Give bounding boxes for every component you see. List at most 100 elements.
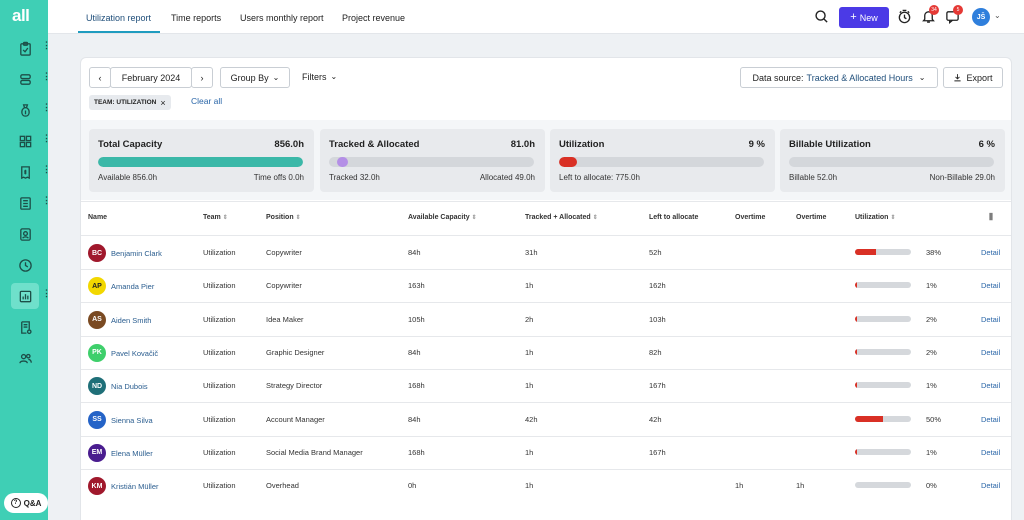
filters-label: Filters [302,72,327,82]
plus-icon: + [850,11,857,23]
export-button[interactable]: Export [943,67,1003,88]
stat-progress-fill [337,157,348,167]
sidebar-item-finance[interactable] [11,97,39,123]
utilization-percent: 1% [926,281,937,291]
more-dots-icon[interactable]: ⋮ [42,164,51,174]
cell-position: Overhead [266,481,299,491]
utilization-bar [855,415,911,422]
detail-link[interactable]: Detail [981,414,1001,424]
tab-utilization-report[interactable]: Utilization report [86,13,152,23]
data-source-dropdown[interactable]: Data source: Tracked & Allocated Hours ⌄ [740,67,938,88]
detail-link[interactable]: Detail [981,347,1001,357]
tab-time-reports[interactable]: Time reports [171,13,222,23]
more-dots-icon[interactable]: ⋮ [42,288,51,298]
user-name-link[interactable]: Nia Dubois [111,382,148,392]
sidebar-item-reports[interactable] [11,283,39,309]
avatar: BC [88,244,106,262]
user-name-link[interactable]: Aiden Smith [111,315,152,325]
detail-link[interactable]: Detail [981,447,1001,457]
user-name-link[interactable]: Elena Müller [111,448,153,458]
group-by-dropdown[interactable]: Group By ⌄ [220,67,290,88]
col-position-label: Position [266,214,294,221]
cell-left: 52h [649,248,662,257]
cell-capacity: 84h [408,248,421,257]
cell-tracked: 1h [525,447,534,457]
detail-link[interactable]: Detail [981,248,1001,257]
table-row: SS Sienna Silva Utilization Account Manager… [81,403,1011,436]
prev-month-button[interactable]: ‹ [89,67,111,88]
filters-button[interactable]: Filters ⌄ [302,72,337,82]
more-dots-icon[interactable]: ⋮ [42,40,51,50]
detail-link[interactable]: Detail [981,481,1001,491]
sidebar: all ⋮ ⋮ ⋮ ⋮ ⋮ ⋮ ⋮ ? Q&A [0,0,51,520]
more-dots-icon[interactable]: ⋮ [42,71,51,81]
timer-icon[interactable] [897,9,912,24]
avatar: AP [88,277,106,296]
sidebar-item-time[interactable] [11,252,39,278]
col-team-label: Team [203,214,221,221]
avatar: KM [88,477,106,496]
sidebar-item-users[interactable] [11,345,39,371]
detail-link[interactable]: Detail [981,314,1001,324]
cell-tracked: 2h [525,314,534,324]
more-dots-icon[interactable]: ⋮ [42,133,51,143]
stat-progress-fill [559,157,578,167]
next-month-button[interactable]: › [191,67,213,88]
month-picker[interactable]: February 2024 [110,67,192,88]
col-name: Name [88,214,108,221]
more-dots-icon[interactable]: ⋮ [42,102,51,112]
utilization-percent: 1% [926,381,937,391]
cell-left: 42h [649,414,662,424]
col-tracked-allocated[interactable]: Tracked + Allocated ⇕ [525,214,598,221]
close-icon[interactable]: × [160,97,166,108]
utilization-bar [855,282,911,289]
sort-icon: ⇕ [295,215,301,221]
notifications-badge: 34 [929,5,939,15]
cell-capacity: 84h [408,414,421,424]
sidebar-item-tasks[interactable] [11,35,39,61]
utilization-fill [855,415,883,422]
divider [81,235,1011,236]
table-row: EM Elena Müller Utilization Social Media Br… [81,436,1011,469]
user-name-link[interactable]: Sienna Silva [111,415,153,425]
more-dots-icon[interactable]: ⋮ [42,195,51,205]
row-divider [81,269,1011,270]
col-utilization[interactable]: Utilization ⇕ [855,214,895,221]
new-button[interactable]: + New [839,7,889,28]
cell-team: Utilization [203,281,236,291]
sidebar-item-invoices[interactable] [11,159,39,185]
avatar: EM [88,443,106,462]
sidebar-item-reports-list[interactable] [11,190,39,216]
user-name-link[interactable]: Pavel Kovačič [111,348,159,358]
chat-icon[interactable] [945,9,960,24]
clear-all-link[interactable]: Clear all [191,96,223,106]
columns-settings-icon[interactable]: ⦀ [989,212,993,222]
sidebar-item-contacts[interactable] [11,221,39,247]
col-team[interactable]: Team ⇕ [203,214,228,221]
utilization-fill [855,382,857,389]
tab-project-revenue[interactable]: Project revenue [342,13,406,23]
table-row: AP Amanda Pier Utilization Copywriter 163h 1h… [81,269,1011,302]
user-name-link[interactable]: Kristián Müller [111,482,159,492]
sidebar-item-layers[interactable] [11,66,39,92]
col-position[interactable]: Position ⇕ [266,214,301,221]
col-available-capacity[interactable]: Available Capacity ⇕ [408,214,477,221]
sidebar-item-estimates[interactable] [11,314,39,340]
qa-button[interactable]: ? Q&A [4,493,48,513]
user-avatar[interactable]: JŠ [972,8,990,26]
chevron-down-icon[interactable]: ⌄ [994,11,1001,20]
user-name-link[interactable]: Benjamin Clark [111,249,162,258]
detail-link[interactable]: Detail [981,381,1001,391]
user-name-link[interactable]: Amanda Pier [111,282,155,292]
question-circle-icon: ? [10,498,21,508]
stack-icon [19,73,31,85]
detail-link[interactable]: Detail [981,281,1001,291]
sidebar-item-dashboard[interactable] [11,128,39,154]
tab-users-monthly-report[interactable]: Users monthly report [240,13,324,23]
avatar: PK [88,343,106,362]
cell-left: 82h [649,347,662,357]
cell-left: 167h [649,447,666,457]
filter-chip-team: TEAM: UTILIZATION × [89,95,171,110]
search-icon[interactable] [814,9,829,24]
users-icon [18,353,32,363]
